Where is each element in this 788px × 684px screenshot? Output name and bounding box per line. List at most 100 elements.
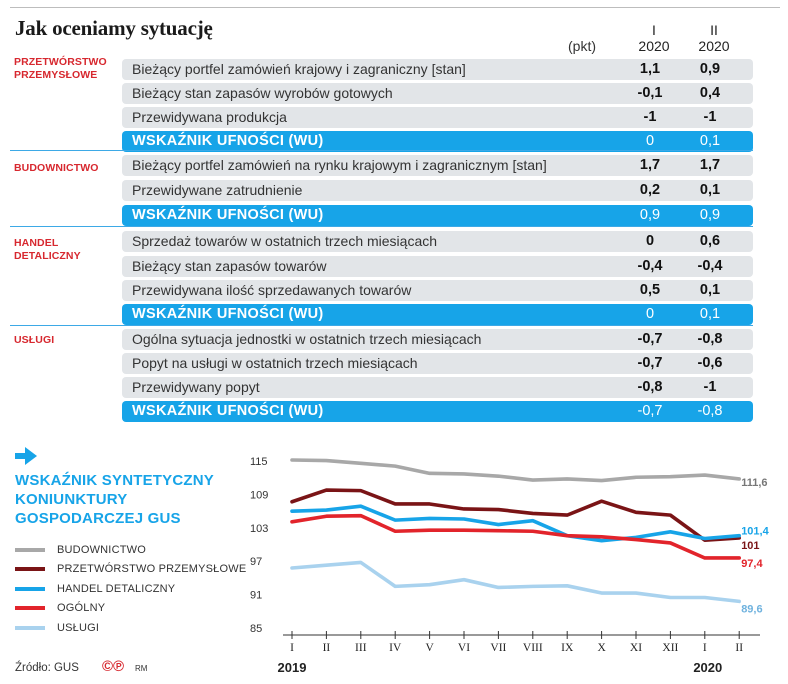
row-value-feb-2020: 0,1 xyxy=(699,133,721,149)
row-value-jan-2020: 0,9 xyxy=(639,207,661,223)
x-tick-label: V xyxy=(425,642,434,654)
x-tick-label: X xyxy=(597,642,606,654)
row-value-jan-2020: 1,7 xyxy=(639,157,661,173)
row-label: WSKAŹNIK UFNOŚCI (WU) xyxy=(132,403,324,419)
section-label: BUDOWNICTWO xyxy=(14,162,99,175)
table-row: Ogólna sytuacja jednostki w ostatnich tr… xyxy=(122,329,753,350)
row-label: Bieżący portfel zamówień krajowy i zagra… xyxy=(132,61,466,77)
row-value-jan-2020: 0 xyxy=(645,133,655,149)
row-label: Przewidywane zatrudnienie xyxy=(132,182,303,198)
copyright-icon: ©℗ xyxy=(102,658,125,675)
row-value-feb-2020: -0,6 xyxy=(697,355,723,371)
row-value-jan-2020: -0,7 xyxy=(637,331,663,347)
arrow-right-icon xyxy=(15,447,37,465)
x-tick-label: XI xyxy=(630,642,642,654)
row-value-jan-2020: -0,7 xyxy=(637,355,663,371)
section-label-line: PRZETWÓRSTWO xyxy=(14,56,107,68)
row-value-feb-2020: 1,7 xyxy=(699,157,721,173)
confidence-index-row: WSKAŹNIK UFNOŚCI (WU) 0,9 0,9 xyxy=(122,205,753,226)
x-tick-label: VIII xyxy=(523,642,543,654)
confidence-index-row: WSKAŹNIK UFNOŚCI (WU) 0 0,1 xyxy=(122,304,753,325)
section-divider xyxy=(10,226,753,227)
series-end-label: 101 xyxy=(741,540,759,552)
y-tick-label: 85 xyxy=(250,623,262,635)
row-label: Bieżący stan zapasów towarów xyxy=(132,258,327,274)
section-label-line: USŁUGI xyxy=(14,334,55,346)
table-row: Bieżący stan zapasów towarów -0,4 -0,4 xyxy=(122,256,753,277)
row-value-jan-2020: 0,2 xyxy=(639,182,661,198)
series-end-label: 89,6 xyxy=(741,603,762,615)
legend-swatch xyxy=(15,625,45,630)
row-value-jan-2020: 1,1 xyxy=(639,61,661,77)
row-label: WSKAŹNIK UFNOŚCI (WU) xyxy=(132,306,324,322)
author-credit: RM xyxy=(135,664,148,673)
legend-swatch xyxy=(15,606,45,611)
confidence-index-row: WSKAŹNIK UFNOŚCI (WU) 0 0,1 xyxy=(122,131,753,152)
legend-swatch xyxy=(15,586,45,591)
table-row: Przewidywana produkcja -1 -1 xyxy=(122,107,753,128)
row-value-jan-2020: -0,7 xyxy=(637,403,663,419)
x-tick-label: VII xyxy=(490,642,506,654)
chart-title-line-1: WSKAŹNIK SYNTETYCZNY xyxy=(15,472,214,489)
section-divider xyxy=(10,325,753,326)
section-label-line: DETALICZNY xyxy=(14,250,81,262)
x-tick-label: VI xyxy=(458,642,470,654)
row-label: Przewidywany popyt xyxy=(132,379,260,395)
y-tick-label: 97 xyxy=(250,556,262,568)
row-value-feb-2020: 0,9 xyxy=(699,61,721,77)
y-tick-label: 103 xyxy=(250,523,268,535)
legend-label: USŁUGI xyxy=(57,621,100,634)
row-value-feb-2020: 0,4 xyxy=(699,85,721,101)
series-end-label: 111,6 xyxy=(741,477,767,489)
chart-legend: BUDOWNICTWO PRZETWÓRSTWO PRZEMYSŁOWE HANDE… xyxy=(15,540,246,638)
confidence-index-row: WSKAŹNIK UFNOŚCI (WU) -0,7 -0,8 xyxy=(122,401,753,422)
section-label: HANDEL DETALICZNY xyxy=(14,237,81,263)
row-label: Popyt na usługi w ostatnich trzech miesi… xyxy=(132,355,418,371)
column-header-2: II 2020 xyxy=(692,22,736,54)
row-value-feb-2020: -1 xyxy=(703,379,717,395)
chart-title-line-2: KONIUNKTURY xyxy=(15,491,128,508)
table-row: Przewidywany popyt -0,8 -1 xyxy=(122,377,753,398)
table-row: Sprzedaż towarów w ostatnich trzech mies… xyxy=(122,231,753,252)
x-tick-label: I xyxy=(290,642,294,654)
table-row: Bieżący portfel zamówień na rynku krajow… xyxy=(122,155,753,176)
y-tick-label: 109 xyxy=(250,489,268,501)
row-value-jan-2020: -0,1 xyxy=(637,85,663,101)
y-tick-label: 115 xyxy=(250,456,268,468)
unit-label: (pkt) xyxy=(568,38,596,54)
row-label: Bieżący portfel zamówień na rynku krajow… xyxy=(132,157,547,173)
x-tick-label: II xyxy=(323,642,331,654)
series-line xyxy=(290,458,742,483)
row-label: Sprzedaż towarów w ostatnich trzech mies… xyxy=(132,233,438,249)
section-divider xyxy=(10,150,753,151)
section-label-line: HANDEL xyxy=(14,237,59,249)
chart-title-line-3: GOSPODARCZEJ GUS xyxy=(15,510,181,527)
source-note: Źródło: GUS xyxy=(15,662,79,674)
series-line xyxy=(290,513,742,560)
row-value-feb-2020: 0,1 xyxy=(699,306,721,322)
row-value-jan-2020: 0 xyxy=(645,306,655,322)
row-value-feb-2020: 0,1 xyxy=(699,182,721,198)
series-end-label: 97,4 xyxy=(741,558,763,570)
row-value-jan-2020: -0,8 xyxy=(637,379,663,395)
x-tick-label: IV xyxy=(389,642,402,654)
series-line xyxy=(290,488,742,542)
row-value-feb-2020: -0,8 xyxy=(697,331,723,347)
section-label: USŁUGI xyxy=(14,334,54,347)
row-label: WSKAŹNIK UFNOŚCI (WU) xyxy=(132,207,324,223)
table-row: Bieżący stan zapasów wyrobów gotowych -0,… xyxy=(122,83,753,104)
table-row: Przewidywana ilość sprzedawanych towarów… xyxy=(122,280,753,301)
year-label: 2019 xyxy=(278,660,307,675)
x-tick-label: II xyxy=(735,642,743,654)
section-label-line: PRZEMYSŁOWE xyxy=(14,69,98,81)
table-row: Przewidywane zatrudnienie 0,2 0,1 xyxy=(122,180,753,201)
legend-item: HANDEL DETALICZNY xyxy=(15,579,246,599)
section-label-line: BUDOWNICTWO xyxy=(14,162,99,174)
legend-item: OGÓLNY xyxy=(15,599,246,619)
top-rule xyxy=(10,7,780,8)
row-value-jan-2020: 0,5 xyxy=(639,282,661,298)
x-tick-label: I xyxy=(703,642,707,654)
row-value-feb-2020: -0,8 xyxy=(697,403,723,419)
row-label: Przewidywana ilość sprzedawanych towarów xyxy=(132,282,412,298)
